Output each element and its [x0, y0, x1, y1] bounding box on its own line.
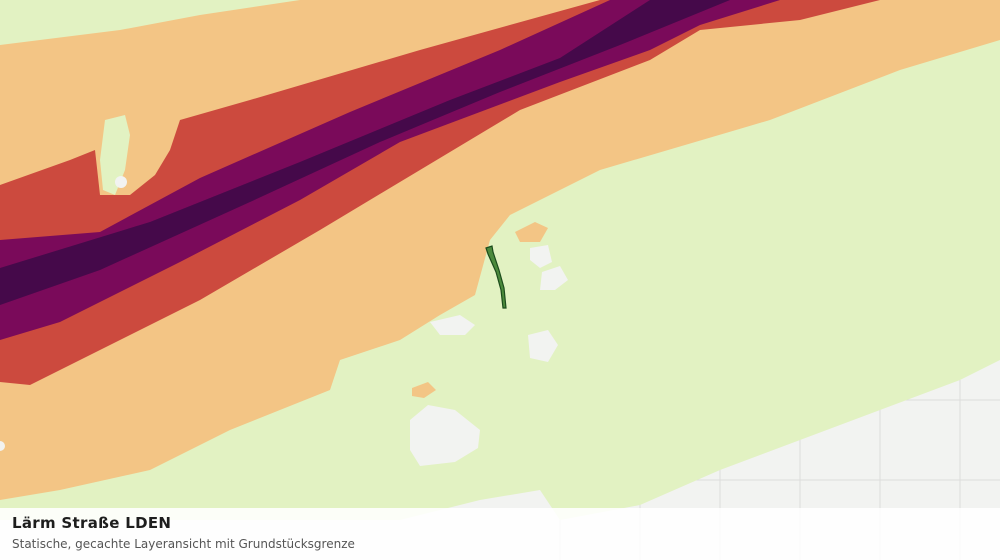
building-footprints: [0, 176, 568, 466]
layer-subtitle: Statische, gecachte Layeransicht mit Gru…: [12, 537, 355, 551]
green-island: [100, 115, 130, 195]
noise-zone-70: [0, 0, 730, 305]
layer-title: Lärm Straße LDEN: [12, 514, 172, 532]
parcel-boundary: [485, 245, 507, 309]
caption-bar: Lärm Straße LDEN Statische, gecachte Lay…: [0, 508, 1000, 560]
noise-patches: [412, 222, 548, 398]
noise-zone-65: [0, 0, 780, 340]
